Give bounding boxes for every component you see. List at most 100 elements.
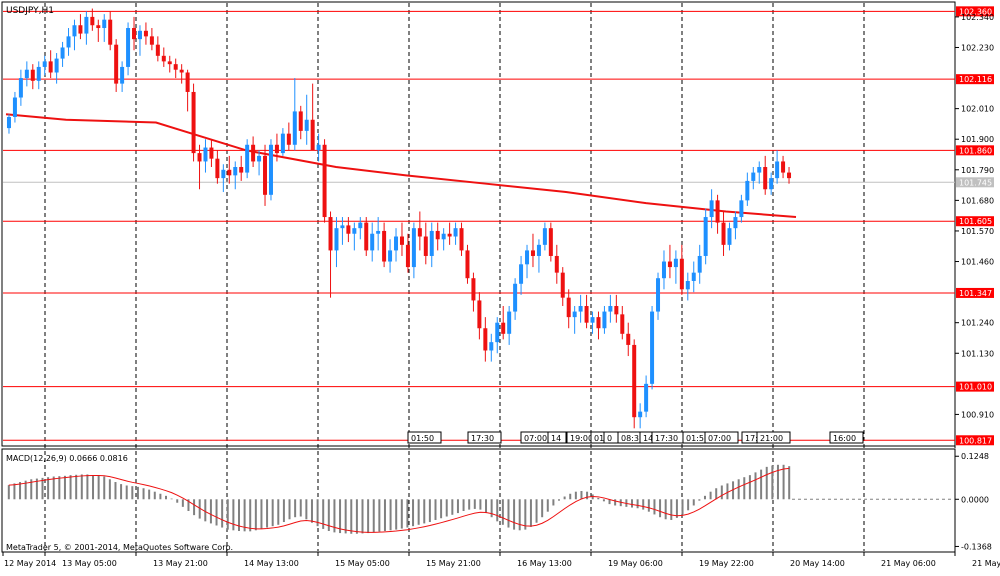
candle-bear xyxy=(620,314,625,334)
candle-bull xyxy=(685,280,690,290)
macd-series xyxy=(7,464,955,534)
price-tick-label: 101.130 xyxy=(961,349,994,358)
price-pane[interactable] xyxy=(1,1,956,447)
price-tick-label: 101.680 xyxy=(961,196,994,205)
event-marker-label: 14 xyxy=(643,434,653,443)
candle-bull xyxy=(376,230,381,234)
candle-bull xyxy=(137,30,142,40)
event-marker-label: 01 xyxy=(594,434,604,443)
time-axis: 12 May 2014 13 May 05:00 13 May 21:00 14 Ma… xyxy=(2,552,1000,568)
event-marker-label: 07:00 xyxy=(708,434,731,443)
candle-bull xyxy=(697,255,702,273)
candle-bull xyxy=(751,172,756,181)
candle-bull xyxy=(203,147,208,162)
candle-bull xyxy=(126,28,131,67)
candle-bear xyxy=(239,167,244,173)
candle-bull xyxy=(775,161,780,179)
candle-bear xyxy=(382,230,387,262)
candle-bear xyxy=(197,153,202,162)
candle-bull xyxy=(542,228,547,245)
time-axis-label: 19 May 22:00 xyxy=(699,559,754,568)
candle-bear xyxy=(90,16,95,26)
candle-bull xyxy=(245,144,250,173)
candle-bull xyxy=(6,116,11,129)
candle-bear xyxy=(566,297,571,318)
time-axis-label: 21 May 22:00 xyxy=(972,559,1000,568)
level-label-box xyxy=(956,287,994,298)
candle-bull xyxy=(644,383,649,412)
level-label: 100.817 xyxy=(959,436,992,445)
price-tick-label: 101.900 xyxy=(961,135,994,144)
event-marker-label: 17:30 xyxy=(655,434,678,443)
candle-bear xyxy=(78,25,83,34)
candle-bull xyxy=(703,217,708,256)
candle-bull xyxy=(280,133,285,154)
candle-bear xyxy=(30,69,35,81)
candle-bear xyxy=(679,258,684,290)
time-axis-label: 15 May 21:00 xyxy=(426,559,481,568)
candle-bear xyxy=(667,261,672,268)
candle-bull xyxy=(495,322,500,343)
level-label-box xyxy=(956,216,994,227)
level-label: 101.860 xyxy=(959,146,992,155)
candle-bull xyxy=(638,411,643,418)
candle-bull xyxy=(221,169,226,179)
candle-bull xyxy=(525,250,530,265)
candle-bull xyxy=(590,317,595,323)
candle-bear xyxy=(173,64,178,70)
candle-bull xyxy=(18,78,23,98)
macd-signal-line xyxy=(8,467,790,533)
event-marker-label: 19:00 xyxy=(570,434,593,443)
candle-bear xyxy=(328,217,333,251)
event-marker-label: 14 xyxy=(551,434,561,443)
macd-pane[interactable] xyxy=(1,448,956,553)
candle-bull xyxy=(36,66,41,81)
event-marker-label: 0 xyxy=(607,434,612,443)
candle-bear xyxy=(548,228,553,256)
candle-bear xyxy=(251,144,256,162)
candle-bear xyxy=(399,236,404,245)
candle-bear xyxy=(132,28,137,40)
event-marker-label: 17:30 xyxy=(471,434,494,443)
candle-bull xyxy=(102,19,107,29)
candle-bear xyxy=(781,161,786,173)
level-label: 102.360 xyxy=(959,7,992,16)
candle-bear xyxy=(626,333,631,345)
price-tick-label: 102.340 xyxy=(961,13,994,22)
price-tick-label: 102.010 xyxy=(961,105,994,114)
candle-bull xyxy=(54,58,59,73)
price-tick-label: 101.790 xyxy=(961,166,994,175)
candle-bull xyxy=(739,200,744,218)
candle-bull xyxy=(292,111,297,145)
candle-bear xyxy=(763,167,768,190)
candle-bear xyxy=(721,222,726,245)
event-marker-box xyxy=(467,431,502,444)
time-axis-label: 14 May 13:00 xyxy=(244,559,299,568)
candle-bull xyxy=(394,236,399,251)
candle-bear xyxy=(483,328,488,351)
candle-bull xyxy=(578,306,583,312)
candle-bull xyxy=(411,228,416,268)
time-axis-label: 16 May 13:00 xyxy=(517,559,572,568)
candle-bear xyxy=(584,306,589,323)
symbol-label: USDJPY,H1 xyxy=(6,6,54,16)
candle-bull xyxy=(66,36,71,48)
candle-bear xyxy=(96,25,101,29)
candle-bull xyxy=(42,61,47,67)
candle-bull xyxy=(370,233,375,251)
candle-bear xyxy=(417,228,422,237)
candle-bull xyxy=(656,278,661,312)
candle-bull xyxy=(316,144,321,151)
candle-bear xyxy=(346,225,351,234)
candle-bear xyxy=(263,155,268,195)
candle-bull xyxy=(60,47,65,59)
candle-bull xyxy=(513,283,518,312)
candle-bull xyxy=(257,155,262,162)
candle-bear xyxy=(554,255,559,273)
candle-bull xyxy=(352,228,357,234)
candle-bull xyxy=(489,342,494,351)
candle-bull xyxy=(441,233,446,240)
candle-bull xyxy=(536,244,541,256)
